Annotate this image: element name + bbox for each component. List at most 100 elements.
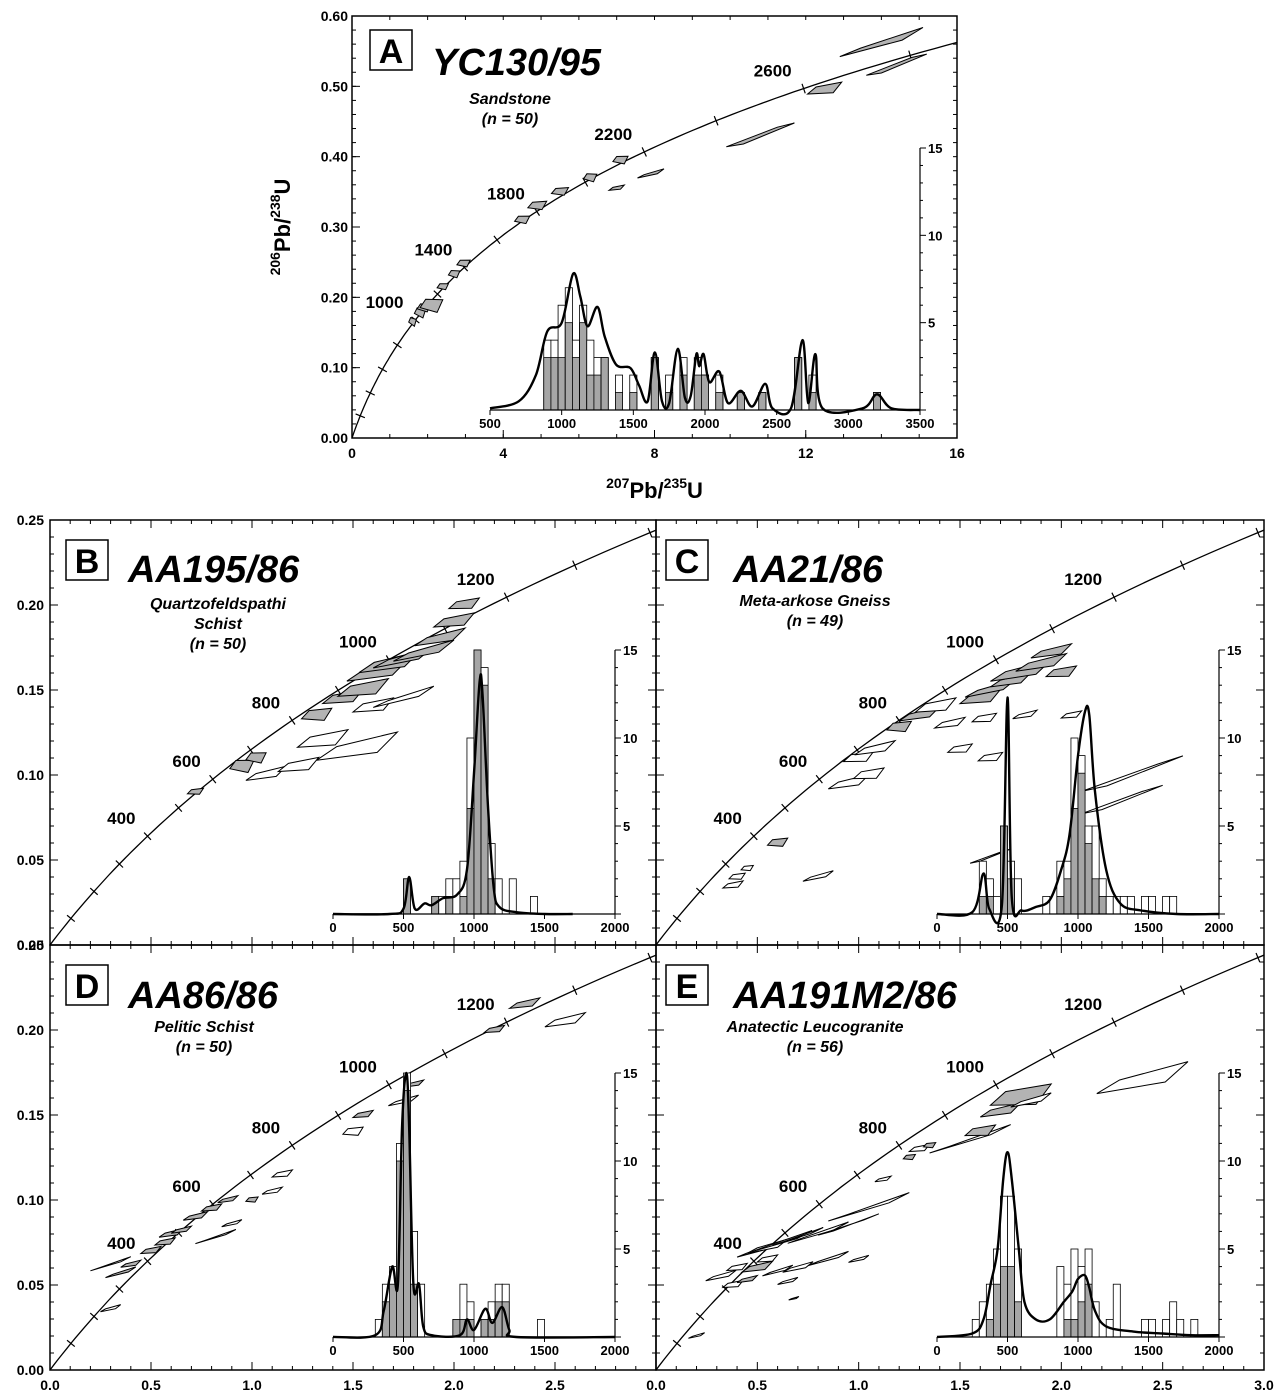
y-tick-label: 0.10 [321,360,348,376]
concordia-tick [441,1048,448,1059]
sample-count: (n = 50) [176,1039,232,1056]
concordant-ellipse [393,639,455,662]
histogram-bar-concordant [615,392,623,411]
concordant-ellipse [1015,652,1069,672]
rock-type: Sandstone [469,91,551,108]
concordia-age-label: 1000 [946,1058,984,1077]
concordant-ellipse [105,1266,137,1279]
concordant-ellipse [766,837,789,847]
histogram-bar-concordant [480,1319,489,1338]
histogram-bar-concordant [1077,1301,1086,1338]
histogram-bar-total [1169,896,1178,915]
histogram-bar-concordant [629,392,638,411]
discordant-ellipse [740,864,755,872]
discordant-ellipse [817,1213,880,1236]
concordant-ellipse [447,269,461,279]
y-tick-label: 0.40 [321,149,348,165]
y-tick-label: 0.00 [321,430,348,446]
concordia-tick [823,886,826,895]
sample-count: (n = 50) [190,636,246,653]
histogram-bar-concordant [557,357,566,411]
concordia-curve [656,529,1264,945]
concordia-age-label: 800 [859,1118,887,1137]
concordia-tick [89,1312,99,1321]
inset-y-tick-label: 15 [623,1066,637,1081]
concordia-age-label: 1000 [339,1058,377,1077]
concordia-age-label: 600 [172,1177,200,1196]
concordia-age-label: 1200 [1064,995,1102,1014]
inset-x-tick-label: 0 [933,1343,940,1358]
histogram-bar-concordant [1098,896,1107,915]
concordia-tick [641,147,647,157]
discordant-ellipse [372,685,435,708]
inset-y-tick-label: 10 [623,731,637,746]
discordant-ellipse [1012,709,1039,720]
y-tick-label: 0.00 [17,937,44,953]
concordia-tick [66,1339,76,1348]
sample-id: AA191M2/86 [732,975,958,1017]
histogram-bar-concordant [1091,878,1100,915]
concordia-age-label: 400 [107,1234,135,1253]
y-tick-label: 0.20 [321,289,348,305]
inset-x-tick-label: 2000 [601,1343,630,1358]
concordia-tick [493,235,501,245]
concordia-tick [143,1257,152,1266]
panel-letter: A [379,33,404,71]
discordant-ellipse [807,1250,849,1267]
concordia-tick [941,1110,949,1120]
histogram-bar-concordant [388,1283,397,1338]
discordant-ellipse [727,872,747,880]
discordant-ellipse [276,756,320,773]
x-tick-label: 0.5 [748,1377,768,1393]
panel-c: 400 600 800 1000 1200 C AA21/86 Meta-arkose Gne… [655,519,1265,946]
concordant-ellipse [139,1245,163,1255]
discordant-ellipse [762,1264,794,1277]
concordant-ellipse [526,200,548,211]
y-tick-label: 0.25 [17,937,44,953]
x-tick-label: 2.0 [444,1377,464,1393]
concordia-age-label: 1400 [414,240,452,259]
inset-x-tick-label: 500 [997,920,1019,935]
concordia-tick [1036,393,1039,403]
discordant-ellipse [787,1221,849,1244]
concordia-tick [823,461,826,470]
inset-y-tick-label: 10 [928,228,942,243]
inset-x-tick-label: 2000 [601,920,630,935]
concordant-ellipse [351,1109,375,1119]
concordia-age-label: 2600 [754,62,792,81]
histogram-bar-concordant [572,357,580,411]
discordant-ellipse [1059,710,1083,719]
concordia-age-labels: 400 600 800 1000 1200 [713,570,1102,828]
inset-y-tick-label: 15 [928,141,942,156]
y-tick-label: 0.05 [17,852,44,868]
concordant-ellipse [170,1225,194,1234]
histogram-bar-total [508,878,517,915]
inset-x-tick-label: 500 [997,1343,1019,1358]
concordia-tick [647,952,653,963]
inset-x-tick-label: 0 [329,920,336,935]
x-tick-label: 16 [949,445,965,461]
concordia-age-label: 1200 [1064,570,1102,589]
histogram-bar-concordant [978,896,987,915]
histogram-bar-concordant [715,392,724,411]
concordia-age-label: 2200 [594,125,632,144]
discordant-ellipse [929,1124,1011,1154]
discordant-ellipse [970,712,998,723]
concordia-tick [731,920,735,929]
concordant-ellipse [866,53,927,76]
concordant-ellipse [186,787,205,795]
histogram-bar-concordant [1007,1266,1015,1338]
panel-letter: B [75,543,100,581]
concordia-tick [801,83,806,94]
discordant-ellipse [705,1269,737,1282]
inset-x-tick-label: 3000 [834,416,863,431]
age-histogram-inset: 0 500 1000 1500 2000 5 10 15 [329,643,637,935]
discordant-ellipse [1081,784,1163,815]
discordant-ellipse [828,1192,910,1222]
panel-letter-box [369,29,413,71]
inset-y-tick-label: 5 [928,316,935,331]
concordant-ellipse [922,1142,937,1149]
concordia-tick [695,1312,705,1321]
histogram-bar-concordant [1056,896,1065,915]
concordia-tick [992,1080,999,1090]
